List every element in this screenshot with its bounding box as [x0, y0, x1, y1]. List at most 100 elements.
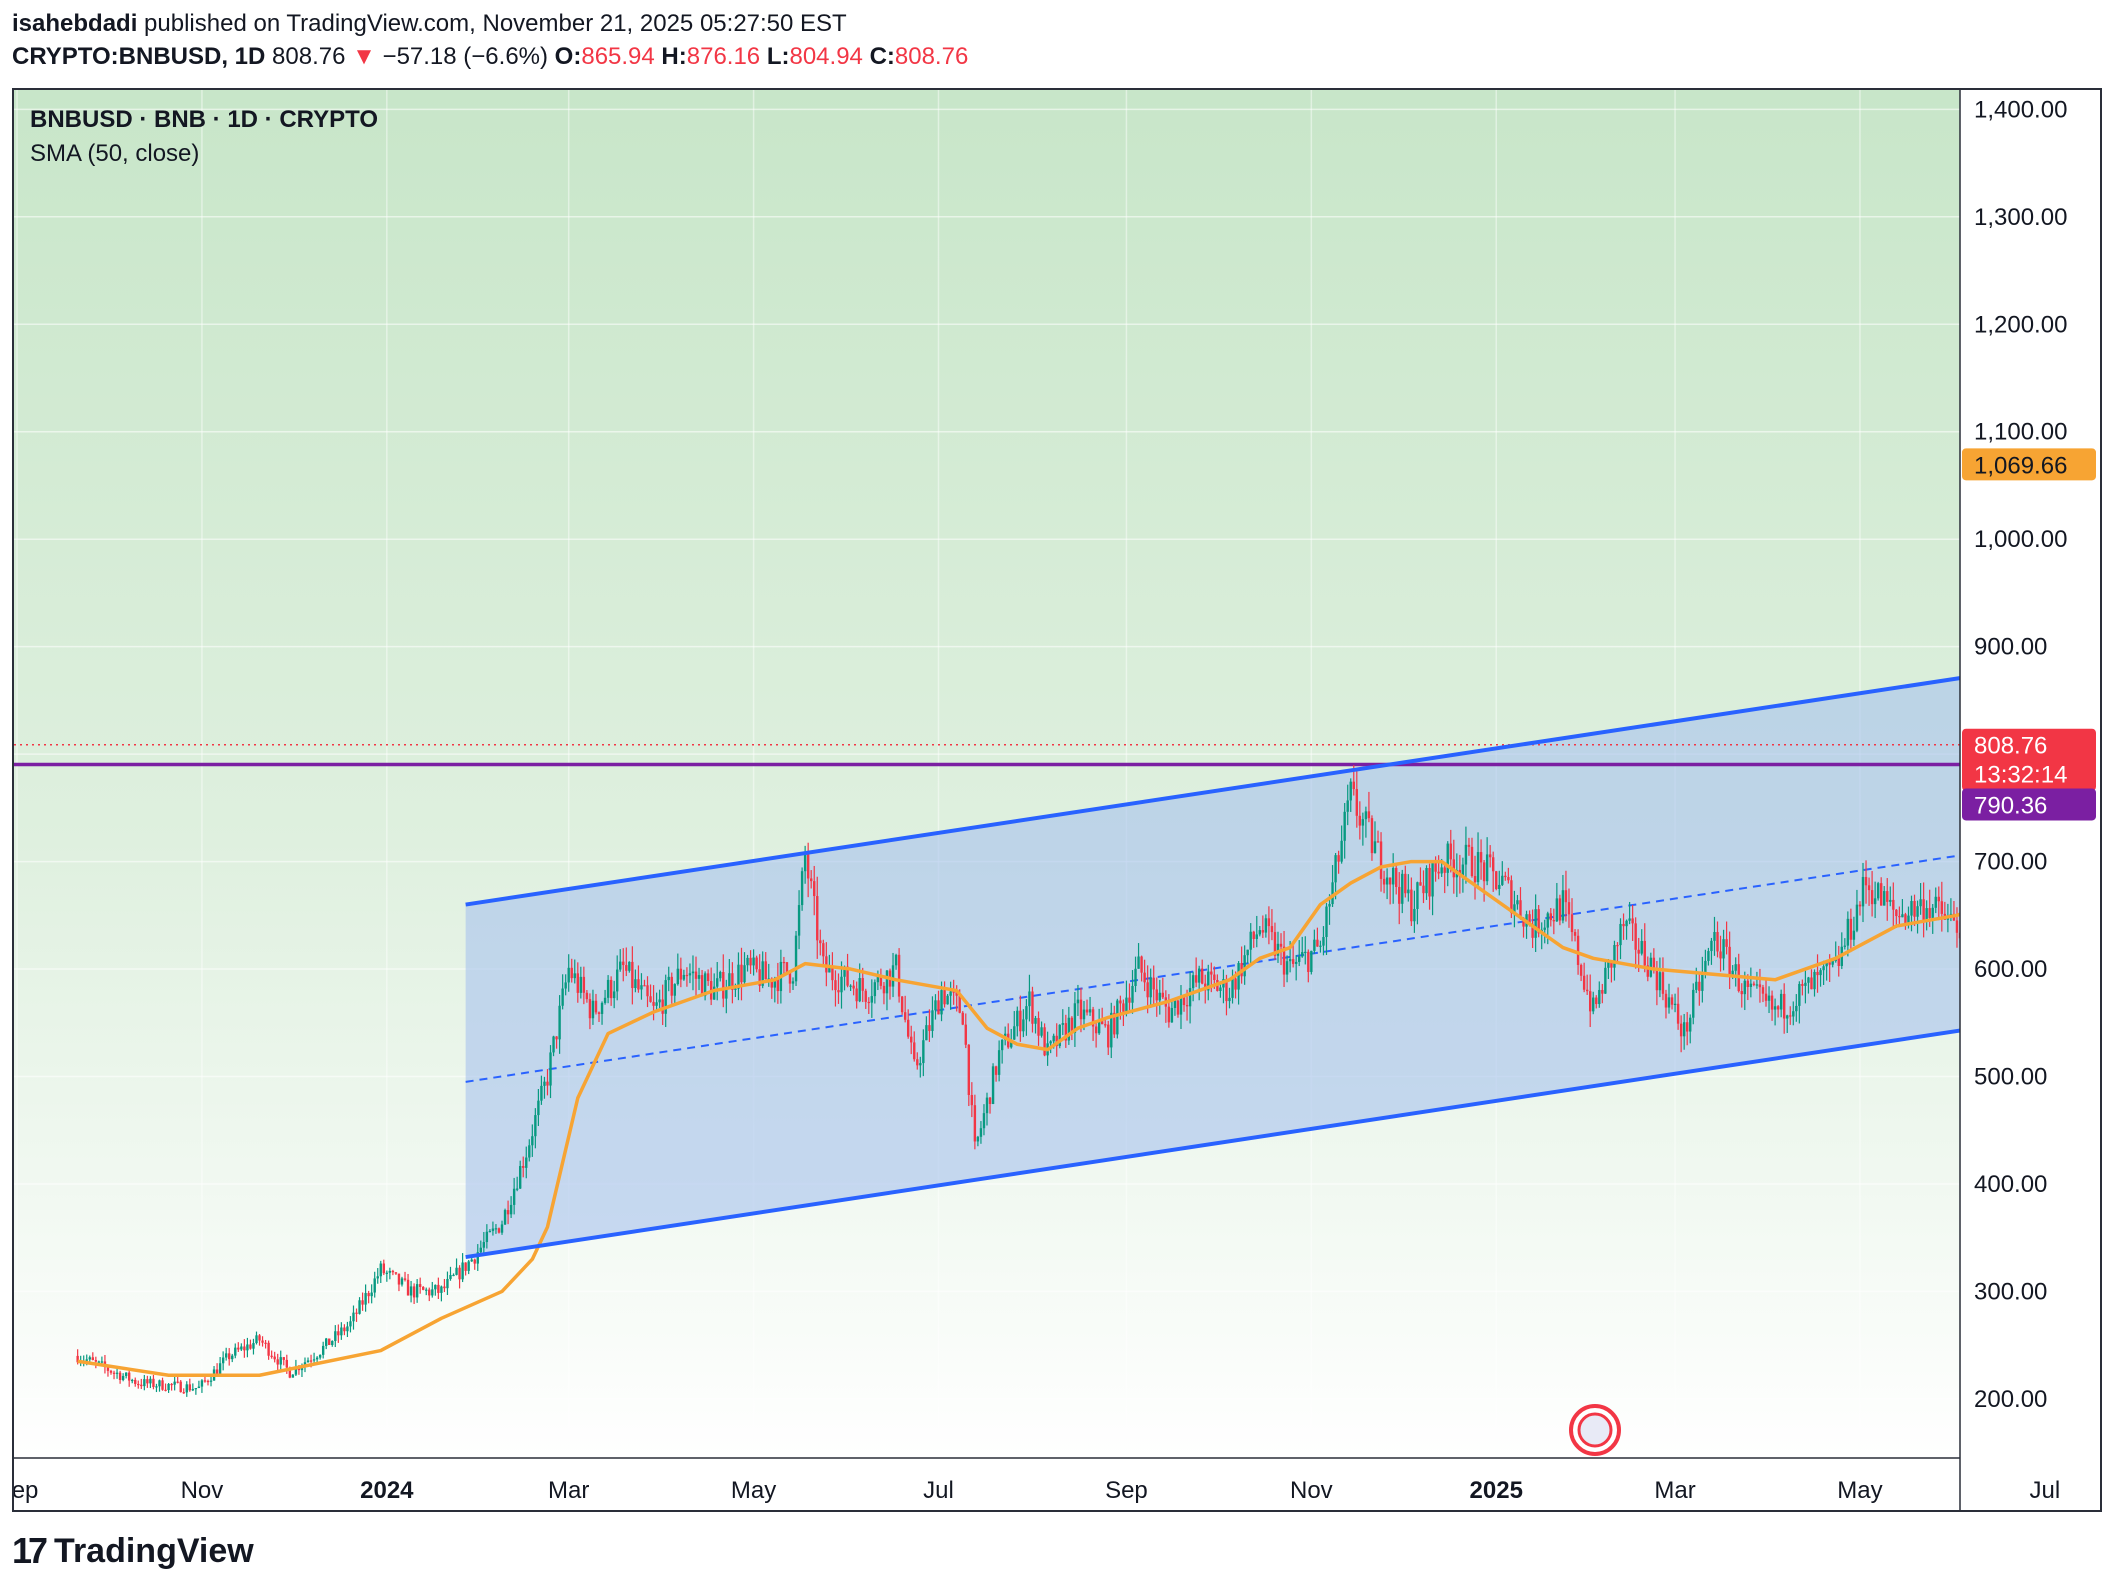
chart-container[interactable]: 1,400.00 1,300.00 1,200.00 1,100.00 1,000.00…: [12, 88, 2102, 1512]
price-chart[interactable]: 1,400.00 1,300.00 1,200.00 1,100.00 1,000.00…: [14, 90, 2102, 1512]
channel-upper-line[interactable]: [465, 600, 2102, 907]
author-name[interactable]: isahebdadi: [12, 10, 138, 37]
candle-body: [1388, 877, 1392, 885]
footer-brand[interactable]: 17 TradingView: [12, 1530, 254, 1572]
candle-body: [691, 971, 695, 974]
x-tick-label: 2024: [360, 1477, 414, 1504]
candle-body: [1610, 960, 1613, 968]
candle-body: [928, 1025, 931, 1031]
candle-body: [570, 967, 573, 979]
y-tick-label: 1,300.00: [1974, 204, 2067, 231]
candle-body: [640, 985, 643, 990]
candle-body: [852, 985, 855, 989]
candle-body: [1770, 995, 1774, 1010]
candle-body: [1813, 971, 1816, 990]
candle-body: [1710, 940, 1713, 952]
candle-body: [1213, 974, 1216, 980]
sma-line[interactable]: [77, 442, 2102, 1378]
candle-body: [1613, 945, 1616, 968]
candle-body: [1322, 937, 1325, 946]
candle-body: [155, 1386, 158, 1388]
candle-body: [321, 1345, 325, 1355]
candle-body: [1886, 891, 1889, 902]
candle-body: [664, 980, 667, 1014]
candle-body: [1052, 1035, 1055, 1042]
candle-body: [728, 973, 731, 990]
candle-body: [288, 1367, 292, 1378]
candle-body: [1440, 867, 1443, 874]
candle-body: [925, 1025, 928, 1041]
candle-body: [170, 1383, 173, 1386]
candle-body: [573, 973, 576, 979]
candle-body: [1125, 997, 1128, 1012]
candle-body: [949, 991, 952, 996]
candle-body: [309, 1360, 313, 1362]
candle-body: [1810, 977, 1813, 990]
candle-body: [1492, 857, 1495, 872]
candle-body: [1373, 841, 1377, 854]
candle-body: [434, 1284, 437, 1290]
candle-body: [1443, 867, 1446, 873]
candle-body: [470, 1259, 473, 1262]
candle-body: [1592, 997, 1595, 1012]
candle-body: [1698, 981, 1701, 991]
candle-body: [734, 988, 737, 990]
candle-body: [234, 1347, 237, 1356]
candle-body: [306, 1360, 310, 1363]
high-label: H:: [661, 43, 687, 70]
candle-body: [131, 1379, 134, 1382]
channel-lower-line[interactable]: [465, 953, 2102, 1260]
candle-body: [85, 1359, 88, 1361]
candle-body: [1249, 931, 1252, 950]
candle-body: [1876, 883, 1880, 899]
candle-body: [1764, 993, 1768, 1001]
candle-body: [531, 1136, 534, 1146]
indicator-legend[interactable]: SMA (50, close): [30, 140, 200, 167]
time-axis[interactable]: [14, 1458, 1960, 1512]
candle-body: [658, 999, 661, 1003]
candle-body: [582, 976, 586, 993]
candle-body: [1561, 890, 1565, 921]
candle-body: [1895, 909, 1898, 917]
candle-body: [182, 1392, 185, 1394]
candle-body: [1291, 959, 1295, 964]
economic-event[interactable]: [1569, 1404, 1621, 1456]
candle-body: [609, 979, 613, 999]
candle-body: [1431, 862, 1434, 897]
candle-body: [1913, 900, 1916, 917]
candle-body: [1898, 916, 1901, 918]
candle-body: [2101, 797, 2102, 816]
candle-body: [391, 1270, 395, 1273]
candle-body: [1361, 819, 1365, 826]
chart-legend-title[interactable]: BNBUSD · BNB · 1D · CRYPTO: [30, 106, 379, 133]
candle-body: [625, 965, 628, 971]
candle-body: [388, 1270, 392, 1273]
candle-body: [1910, 900, 1913, 916]
candle-body: [224, 1353, 228, 1358]
published-text: published on TradingView.com, November 2…: [144, 10, 847, 37]
candle-body: [431, 1289, 434, 1296]
candle-body: [1058, 1024, 1061, 1047]
candle-body: [1140, 956, 1143, 973]
candle-body: [1582, 975, 1586, 990]
candle-body: [1255, 934, 1258, 939]
candle-body: [315, 1357, 319, 1360]
candle-body: [997, 1050, 1001, 1075]
candle-body: [955, 991, 958, 996]
candle-body: [1128, 997, 1131, 1003]
candle-body: [1413, 908, 1416, 922]
candle-body: [1831, 961, 1834, 965]
candle-body: [1631, 918, 1634, 924]
candle-body: [1310, 950, 1313, 972]
candle-body: [1401, 873, 1404, 904]
candle-body: [358, 1300, 361, 1314]
candle-body: [1522, 917, 1525, 927]
x-axis-ticks: SepNov2024MarMayJulSepNov2025MarMayJulSe…: [14, 1477, 2060, 1504]
candle-body: [1155, 989, 1158, 1001]
channel-midline[interactable]: [465, 778, 2102, 1083]
candle-body: [1425, 868, 1428, 894]
candle-body: [697, 975, 701, 979]
candle-body: [1761, 987, 1765, 994]
candle-body: [785, 962, 789, 973]
candle-body: [376, 1276, 379, 1279]
